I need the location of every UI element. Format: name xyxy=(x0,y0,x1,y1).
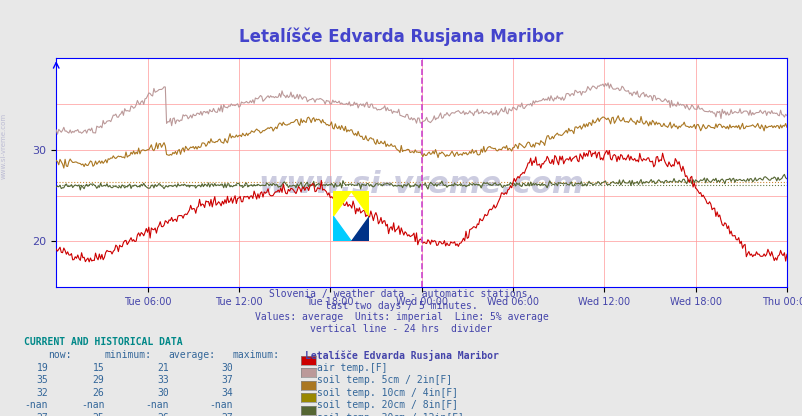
Text: 27: 27 xyxy=(221,413,233,416)
Text: last two days / 5 minutes.: last two days / 5 minutes. xyxy=(325,301,477,311)
Text: -nan: -nan xyxy=(145,400,168,410)
Text: -nan: -nan xyxy=(209,400,233,410)
Text: 27: 27 xyxy=(36,413,48,416)
Text: soil temp. 20cm / 8in[F]: soil temp. 20cm / 8in[F] xyxy=(317,400,458,410)
Text: vertical line - 24 hrs  divider: vertical line - 24 hrs divider xyxy=(310,324,492,334)
Text: 29: 29 xyxy=(92,375,104,385)
Polygon shape xyxy=(351,191,369,216)
Text: 30: 30 xyxy=(221,363,233,373)
Text: maximum:: maximum: xyxy=(233,350,280,360)
Text: Letalíšče Edvarda Rusjana Maribor: Letalíšče Edvarda Rusjana Maribor xyxy=(239,27,563,45)
Text: CURRENT AND HISTORICAL DATA: CURRENT AND HISTORICAL DATA xyxy=(24,337,183,347)
Text: soil temp. 5cm / 2in[F]: soil temp. 5cm / 2in[F] xyxy=(317,375,452,385)
Text: Letalíšče Edvarda Rusjana Maribor: Letalíšče Edvarda Rusjana Maribor xyxy=(305,350,498,362)
Text: minimum:: minimum: xyxy=(104,350,152,360)
Text: average:: average: xyxy=(168,350,216,360)
Text: 26: 26 xyxy=(92,388,104,398)
Text: 30: 30 xyxy=(156,388,168,398)
Polygon shape xyxy=(333,191,351,216)
Text: 33: 33 xyxy=(156,375,168,385)
Text: air temp.[F]: air temp.[F] xyxy=(317,363,387,373)
Text: 32: 32 xyxy=(36,388,48,398)
Text: -nan: -nan xyxy=(81,400,104,410)
Text: Slovenia / weather data - automatic stations.: Slovenia / weather data - automatic stat… xyxy=(269,289,533,299)
Text: 26: 26 xyxy=(156,413,168,416)
Polygon shape xyxy=(351,216,369,241)
Text: 35: 35 xyxy=(36,375,48,385)
Text: now:: now: xyxy=(48,350,71,360)
Text: 19: 19 xyxy=(36,363,48,373)
Text: 25: 25 xyxy=(92,413,104,416)
Text: 34: 34 xyxy=(221,388,233,398)
Polygon shape xyxy=(333,216,351,241)
Text: 21: 21 xyxy=(156,363,168,373)
Text: www.si-vreme.com: www.si-vreme.com xyxy=(1,113,7,178)
Text: www.si-vreme.com: www.si-vreme.com xyxy=(258,170,584,198)
Text: soil temp. 30cm / 12in[F]: soil temp. 30cm / 12in[F] xyxy=(317,413,464,416)
Text: Values: average  Units: imperial  Line: 5% average: Values: average Units: imperial Line: 5%… xyxy=(254,312,548,322)
Text: soil temp. 10cm / 4in[F]: soil temp. 10cm / 4in[F] xyxy=(317,388,458,398)
Text: 37: 37 xyxy=(221,375,233,385)
Text: 15: 15 xyxy=(92,363,104,373)
Text: -nan: -nan xyxy=(25,400,48,410)
